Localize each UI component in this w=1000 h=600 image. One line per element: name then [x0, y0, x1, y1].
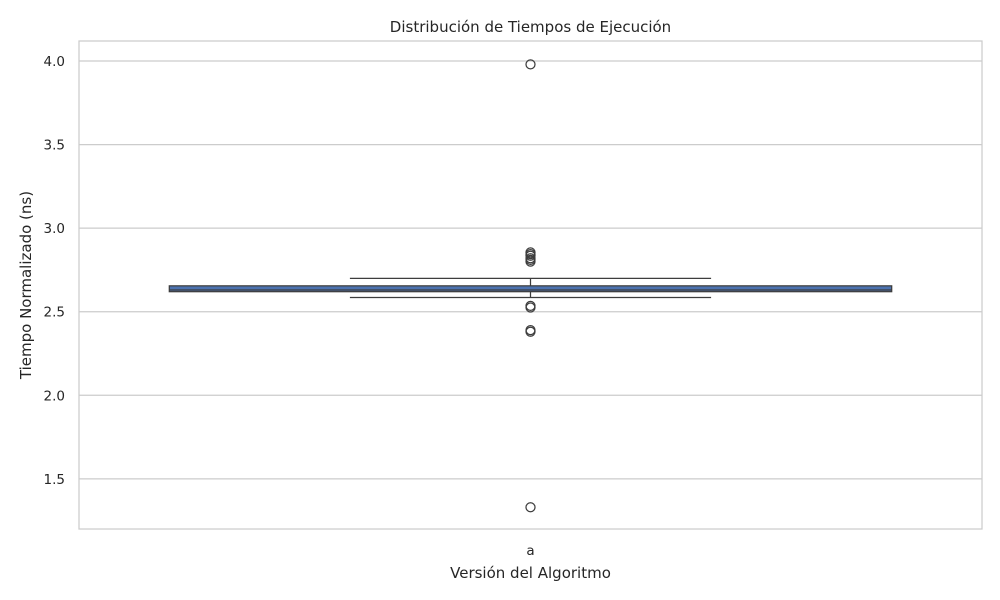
- outlier-point: [525, 326, 536, 337]
- grid-lines: [79, 60, 982, 480]
- y-tick-label: 3.0: [44, 221, 65, 237]
- y-tick-labels: 1.5 2.0 2.5 3.0 3.5 4.0: [44, 54, 65, 488]
- outlier-point: [525, 502, 536, 513]
- outlier-point: [525, 250, 536, 261]
- box-iqr: [168, 285, 893, 293]
- x-axis-label: Versión del Algoritmo: [450, 564, 611, 582]
- outlier-point: [525, 59, 536, 70]
- y-tick-label: 2.5: [44, 305, 65, 321]
- chart-title: Distribución de Tiempos de Ejecución: [390, 18, 671, 36]
- outlier-point: [525, 256, 536, 267]
- outlier-point: [525, 302, 536, 313]
- y-tick-label: 1.5: [44, 472, 65, 488]
- x-tick-label: a: [526, 543, 534, 559]
- x-tick-labels: a: [526, 543, 534, 559]
- y-tick-label: 2.0: [44, 388, 65, 404]
- plot-frame: [78, 40, 983, 530]
- box-plot-marks: [168, 59, 893, 513]
- y-axis-label: Tiempo Normalizado (ns): [17, 191, 35, 380]
- y-tick-label: 3.5: [44, 138, 65, 154]
- y-tick-label: 4.0: [44, 54, 65, 70]
